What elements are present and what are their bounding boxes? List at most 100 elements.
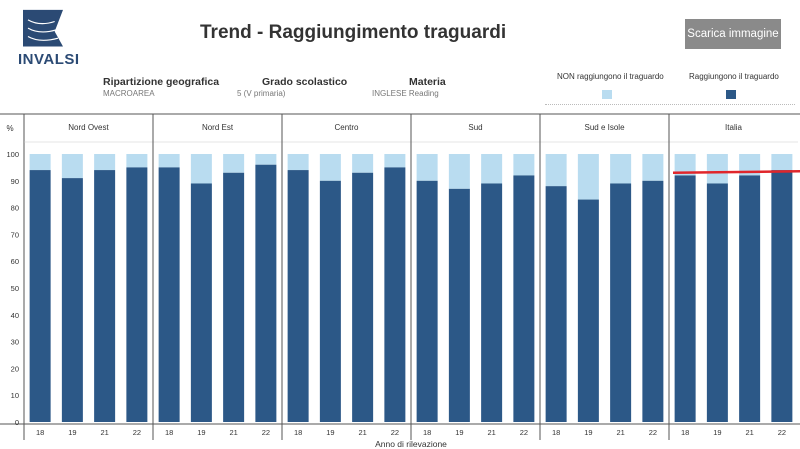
bar-reached bbox=[642, 180, 664, 422]
bar-reached bbox=[545, 186, 567, 422]
x-tick-label: 21 bbox=[100, 428, 108, 437]
x-axis-title: Anno di rilevazione bbox=[375, 439, 447, 449]
y-axis-title: % bbox=[6, 124, 13, 133]
bar-reached bbox=[448, 188, 470, 422]
x-tick-label: 21 bbox=[616, 428, 624, 437]
bar-reached bbox=[513, 175, 535, 422]
bar-not-reached bbox=[223, 154, 245, 173]
x-tick-label: 22 bbox=[520, 428, 528, 437]
bar-reached bbox=[158, 167, 180, 422]
bar-reached bbox=[352, 172, 374, 422]
bar-not-reached bbox=[94, 154, 116, 171]
bar-not-reached bbox=[384, 154, 406, 168]
bar-reached bbox=[126, 167, 148, 422]
bar-reached bbox=[706, 183, 728, 422]
bar-not-reached bbox=[481, 154, 503, 184]
legend-label-reached: Raggiungono il traguardo bbox=[689, 72, 779, 81]
bar-reached bbox=[287, 170, 309, 422]
x-tick-label: 18 bbox=[423, 428, 431, 437]
x-tick-label: 22 bbox=[649, 428, 657, 437]
y-tick-label: 100 bbox=[6, 150, 19, 159]
bar-not-reached bbox=[674, 154, 696, 176]
x-tick-label: 18 bbox=[36, 428, 44, 437]
y-tick-label: 90 bbox=[11, 177, 19, 186]
panel-title: Sud e Isole bbox=[584, 123, 625, 132]
x-tick-label: 22 bbox=[391, 428, 399, 437]
bar-reached bbox=[190, 183, 212, 422]
filter-value-grade[interactable]: 5 (V primaria) bbox=[237, 89, 286, 98]
x-tick-label: 19 bbox=[326, 428, 334, 437]
bar-not-reached bbox=[29, 154, 51, 171]
legend-swatch-not-reached[interactable] bbox=[602, 90, 612, 99]
bar-not-reached bbox=[642, 154, 664, 181]
filter-label-geography: Ripartizione geografica bbox=[103, 76, 220, 88]
bar-reached bbox=[739, 175, 761, 422]
bar-not-reached bbox=[706, 154, 728, 184]
filter-value-subject[interactable]: INGLESE Reading bbox=[372, 89, 439, 98]
bar-reached bbox=[771, 170, 793, 422]
filter-label-grade: Grado scolastico bbox=[262, 76, 348, 88]
bar-not-reached bbox=[416, 154, 438, 181]
x-tick-label: 19 bbox=[197, 428, 205, 437]
filter-value-geography[interactable]: MACROAREA bbox=[103, 89, 155, 98]
page-title: Trend - Raggiungimento traguardi bbox=[200, 22, 507, 43]
legend-label-not-reached: NON raggiungono il traguardo bbox=[557, 72, 664, 81]
legend-swatch-reached[interactable] bbox=[726, 90, 736, 99]
y-tick-label: 10 bbox=[11, 391, 19, 400]
bar-not-reached bbox=[190, 154, 212, 184]
x-tick-label: 22 bbox=[262, 428, 270, 437]
bar-reached bbox=[577, 199, 599, 422]
panel-title: Nord Est bbox=[202, 123, 234, 132]
x-tick-label: 21 bbox=[358, 428, 366, 437]
bar-reached bbox=[255, 164, 277, 422]
bar-not-reached bbox=[319, 154, 341, 181]
x-tick-label: 18 bbox=[681, 428, 689, 437]
bar-reached bbox=[674, 175, 696, 422]
bar-reached bbox=[29, 170, 51, 422]
legend: NON raggiungono il traguardo Raggiungono… bbox=[545, 66, 795, 105]
y-tick-label: 50 bbox=[11, 284, 19, 293]
x-tick-label: 21 bbox=[229, 428, 237, 437]
panel-title: Sud bbox=[468, 123, 482, 132]
x-tick-label: 21 bbox=[745, 428, 753, 437]
bar-reached bbox=[61, 178, 83, 422]
bar-reached bbox=[416, 180, 438, 422]
bar-reached bbox=[319, 180, 341, 422]
bar-not-reached bbox=[610, 154, 632, 184]
bar-not-reached bbox=[739, 154, 761, 176]
panel-title: Nord Ovest bbox=[68, 123, 109, 132]
bar-not-reached bbox=[158, 154, 180, 168]
x-tick-label: 18 bbox=[165, 428, 173, 437]
bar-reached bbox=[223, 172, 245, 422]
y-tick-label: 0 bbox=[15, 418, 19, 427]
x-tick-label: 19 bbox=[713, 428, 721, 437]
bar-reached bbox=[94, 170, 116, 422]
invalsi-logo-mark bbox=[23, 9, 63, 47]
bar-reached bbox=[481, 183, 503, 422]
bar-not-reached bbox=[545, 154, 567, 187]
x-tick-label: 18 bbox=[294, 428, 302, 437]
bar-not-reached bbox=[126, 154, 148, 168]
y-tick-label: 80 bbox=[11, 204, 19, 213]
panel-title: Italia bbox=[725, 123, 742, 132]
bar-reached bbox=[610, 183, 632, 422]
x-tick-label: 18 bbox=[552, 428, 560, 437]
x-tick-label: 19 bbox=[68, 428, 76, 437]
download-image-button[interactable]: Scarica immagine bbox=[685, 19, 781, 49]
reference-line bbox=[672, 170, 800, 175]
y-tick-label: 40 bbox=[11, 311, 19, 320]
bar-not-reached bbox=[352, 154, 374, 173]
x-tick-label: 19 bbox=[455, 428, 463, 437]
y-tick-label: 60 bbox=[11, 257, 19, 266]
bar-not-reached bbox=[255, 154, 277, 165]
y-tick-label: 70 bbox=[11, 230, 19, 239]
y-tick-label: 30 bbox=[11, 338, 19, 347]
x-tick-label: 19 bbox=[584, 428, 592, 437]
bar-not-reached bbox=[61, 154, 83, 179]
x-tick-label: 21 bbox=[487, 428, 495, 437]
bar-not-reached bbox=[287, 154, 309, 171]
x-tick-label: 22 bbox=[778, 428, 786, 437]
filter-label-subject: Materia bbox=[409, 76, 446, 88]
panel-title: Centro bbox=[334, 123, 359, 132]
